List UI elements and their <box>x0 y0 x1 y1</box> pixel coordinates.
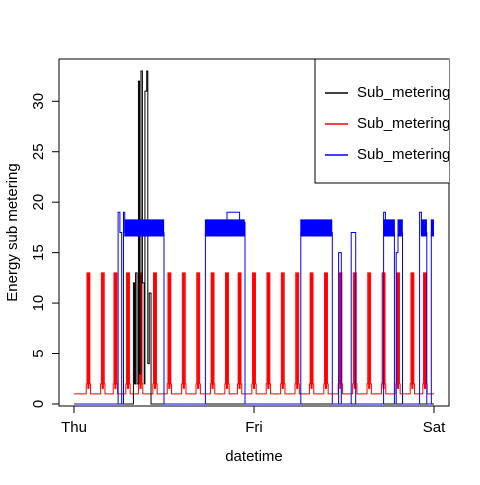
series-3-noise-band-1 <box>204 219 245 237</box>
y-tick-label: 30 <box>30 93 47 110</box>
y-tick-label: 0 <box>30 400 47 408</box>
y-tick-label: 20 <box>30 194 47 211</box>
series-2-spike-11 <box>238 272 241 389</box>
legend-label-3: Sub_metering <box>357 146 450 163</box>
series-2-spike-18 <box>339 272 342 389</box>
series-3-noise-band-0 <box>124 219 165 237</box>
legend-box <box>314 58 449 184</box>
x-tick-label: Fri <box>245 419 263 436</box>
series-2-spike-6 <box>168 272 171 389</box>
series-2-spike-23 <box>411 272 414 389</box>
series-3-noise-band-4 <box>397 219 403 237</box>
series-2-spike-19 <box>353 272 356 389</box>
series-2-spike-16 <box>310 272 313 389</box>
y-tick-label: 10 <box>30 295 47 312</box>
series-2-spike-10 <box>225 272 229 389</box>
x-tick-label: Sat <box>423 419 446 436</box>
series-2-spike-9 <box>211 272 214 389</box>
series-2-spike-7 <box>182 272 185 389</box>
legend: Sub_metering Sub_metering Sub_metering <box>314 58 450 184</box>
series-2-spike-3 <box>126 272 130 389</box>
x-axis-label: datetime <box>225 448 283 465</box>
series-3-noise-band-2 <box>300 219 333 237</box>
series-2-spike-22 <box>396 272 400 389</box>
series-2-spike-1 <box>101 272 104 389</box>
axis-layer: Thu Fri Sat 0 5 10 15 20 25 30 <box>30 93 446 436</box>
series-2-spike-20 <box>368 272 371 389</box>
series-layer <box>74 70 434 405</box>
series-3-noise-band-6 <box>430 219 434 237</box>
x-tick-label: Thu <box>61 419 87 436</box>
y-tick-label: 25 <box>30 143 47 160</box>
series-3-noise-band-3 <box>383 219 395 237</box>
series-3-noise-band-5 <box>420 219 427 237</box>
series-line-1 <box>74 70 434 405</box>
series-2-spike-13 <box>267 272 270 389</box>
series-2-spike-0 <box>87 272 90 389</box>
series-2-spike-5 <box>153 272 157 389</box>
series-2-spike-17 <box>324 272 328 389</box>
series-2-spike-12 <box>252 272 256 389</box>
y-tick-label: 15 <box>30 244 47 261</box>
y-tick-label: 5 <box>30 349 47 357</box>
series-2-spike-2 <box>114 272 117 389</box>
series-2-spike-24 <box>423 272 427 389</box>
series-2-spike-14 <box>281 272 284 389</box>
y-axis-label: Energy sub metering <box>4 163 21 301</box>
series-2-spike-15 <box>296 272 299 389</box>
series-2-spike-8 <box>197 272 200 389</box>
legend-label-1: Sub_metering <box>357 84 450 101</box>
legend-label-2: Sub_metering <box>357 115 450 132</box>
